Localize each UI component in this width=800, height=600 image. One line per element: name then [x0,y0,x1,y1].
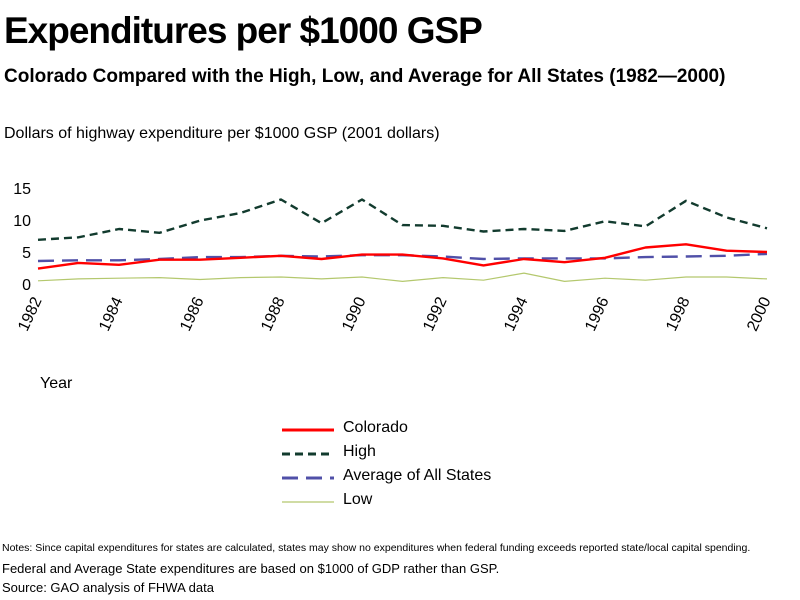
legend-swatch-low [282,501,334,503]
x-tick-label: 1988 [258,294,288,334]
x-tick-label: 1996 [582,294,612,334]
legend-label-average: Average of All States [343,467,492,484]
x-axis-label: Year [40,375,73,392]
series-line-colorado [37,243,768,270]
x-tick-label: 1992 [420,294,450,334]
legend-label-colorado: Colorado [343,419,408,436]
x-tick-label: 1998 [663,294,693,334]
x-tick-label: 1994 [501,294,531,334]
x-tick-label: 1986 [177,294,207,334]
legend-label-high: High [343,443,376,460]
y-tick-label: 5 [22,245,31,262]
legend-item-high: High [282,442,542,466]
legend: Colorado High Average of All States Low [282,418,542,514]
source-note: Source: GAO analysis of FHWA data [2,580,214,595]
notes-line-1: Notes: Since capital expenditures for st… [2,542,751,554]
notes-line-2: Federal and Average State expenditures a… [2,561,500,576]
chart-subtitle: Colorado Compared with the High, Low, an… [4,66,726,87]
legend-swatch-high [282,452,334,456]
y-axis-label: Dollars of highway expenditure per $1000… [4,125,440,142]
legend-item-low: Low [282,490,542,514]
legend-item-colorado: Colorado [282,418,542,442]
x-tick-label: 1982 [15,294,45,334]
y-tick-label: 0 [22,277,31,294]
chart-title: Expenditures per $1000 GSP [4,10,483,51]
x-tick-labels: 1982 1984 1986 1988 1990 1992 1994 1996 1998 2000 [15,294,774,334]
series-line-low [37,272,768,282]
series-line-high [37,198,768,241]
x-tick-label: 2000 [744,294,774,334]
series-lines [37,198,768,282]
legend-item-average: Average of All States [282,466,542,490]
x-tick-label: 1990 [339,294,369,334]
y-tick-label: 15 [13,181,31,198]
y-tick-labels: 0 5 10 15 [13,181,31,294]
legend-swatch-average [282,476,334,480]
y-tick-label: 10 [13,213,31,230]
legend-swatch-colorado [282,428,334,432]
legend-label-low: Low [343,491,373,508]
x-tick-label: 1984 [96,294,126,334]
